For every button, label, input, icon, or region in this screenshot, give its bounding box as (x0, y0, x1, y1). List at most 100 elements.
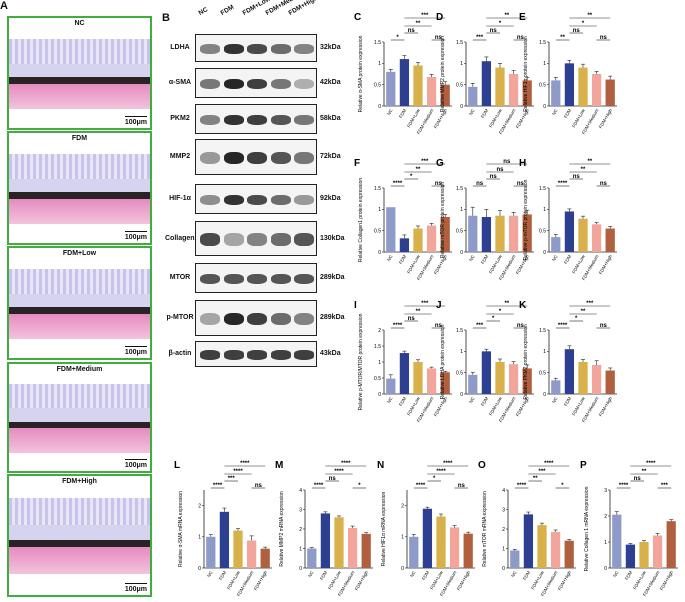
blot-band (270, 151, 291, 165)
y-tick-label: 0 (604, 566, 607, 572)
blot-band (200, 114, 220, 126)
sig-label: ns (573, 28, 581, 34)
x-tick-label: FDM+Low (530, 569, 545, 590)
sig-label: ** (587, 159, 592, 165)
y-tick-label: 2 (198, 503, 201, 509)
x-tick-label: FDM+Low (327, 569, 342, 590)
x-tick-label: FDM (624, 570, 633, 581)
y-tick-label: 3 (604, 488, 607, 494)
x-tick-label: FDM+Low (632, 569, 647, 590)
protein-name: p-MTOR (166, 314, 194, 321)
bar (591, 74, 602, 106)
sig-label: * (433, 476, 436, 482)
panel-label: L (174, 460, 180, 471)
y-tick-label: 0 (198, 566, 201, 572)
choroid-layer (9, 307, 150, 315)
blot-band (294, 233, 314, 246)
y-axis-label: Relative HIF1α mRNA expression (381, 491, 387, 566)
blot-strip (195, 34, 317, 62)
sig-label: **** (646, 461, 656, 467)
sig-label: * (499, 21, 502, 27)
y-tick-label: 1 (543, 61, 546, 67)
sig-label: ns (490, 28, 498, 34)
x-tick-label: NC (468, 253, 476, 262)
protein-name: LDHA (170, 44, 190, 51)
bar (399, 238, 410, 252)
sig-label: *** (538, 469, 546, 475)
bar (625, 544, 636, 568)
bar (578, 218, 588, 252)
bar (578, 362, 588, 394)
blot-band (294, 194, 314, 206)
x-tick-label: FDM (480, 108, 489, 119)
sig-label: ns (600, 35, 608, 41)
blot-band (200, 273, 220, 285)
x-tick-label: FDM (522, 570, 531, 581)
bar (426, 368, 437, 394)
blot-band (223, 350, 244, 360)
bar (468, 86, 478, 106)
x-tick-label: NC (468, 395, 476, 404)
kda-label: 43kDa (320, 350, 341, 357)
panel-label: G (436, 158, 444, 169)
sig-label: ns (573, 174, 581, 180)
y-tick-label: 0 (378, 104, 381, 110)
sig-label: **** (393, 181, 403, 187)
y-tick-label: 1 (299, 546, 302, 552)
x-tick-label: NC (510, 569, 518, 578)
bar (426, 76, 437, 106)
chart-h: H Relative p-mTOR protein expression 0 0.5 1… (519, 158, 617, 281)
y-tick-label: 1 (378, 61, 381, 67)
blot-band (247, 44, 267, 54)
y-tick-label: 0.5 (456, 370, 463, 376)
x-tick-label: NC (386, 253, 394, 262)
sig-label: *** (661, 483, 669, 489)
sig-label: **** (341, 461, 351, 467)
bar (233, 530, 243, 568)
blot-band (247, 350, 267, 360)
y-tick-label: 0.5 (539, 228, 546, 234)
x-tick-label: NC (206, 569, 214, 578)
kda-label: 92kDa (320, 195, 341, 202)
scale-bar (125, 116, 147, 117)
bar (605, 228, 615, 252)
x-tick-label: NC (551, 107, 559, 116)
panel-label: K (519, 300, 527, 311)
sig-label: * (410, 174, 413, 180)
sig-label: ns (517, 35, 525, 41)
y-tick-label: 1.5 (456, 328, 463, 334)
retina-layer (9, 153, 150, 179)
scale-text: 100μm (124, 119, 147, 126)
kda-label: 32kDa (320, 44, 341, 51)
panel-label: P (580, 460, 587, 471)
y-tick-label: 1 (198, 535, 201, 541)
blot-band (294, 114, 314, 126)
x-tick-label: FDM+Low (406, 253, 421, 274)
sig-label: ** (416, 309, 421, 315)
sig-label: ns (490, 174, 498, 180)
histology-panel: FDM+Low 100μm (7, 246, 152, 360)
blot-band (294, 44, 314, 54)
bar (426, 225, 437, 252)
blot-band (247, 78, 267, 90)
inner-layer (9, 63, 150, 78)
sig-label: ns (458, 483, 466, 489)
x-tick-label: FDM (563, 396, 572, 407)
kda-label: 72kDa (320, 153, 341, 160)
bar (468, 374, 478, 394)
x-tick-label: FDM+Low (488, 107, 503, 128)
bar (413, 228, 423, 252)
sig-label: * (561, 483, 564, 489)
bar (551, 380, 561, 394)
y-tick-label: 1 (378, 360, 381, 366)
sig-label: *** (476, 323, 484, 329)
lane-label: FDM (219, 3, 236, 17)
blot-strip (195, 104, 317, 134)
blot-band (294, 350, 314, 360)
blot-band (270, 273, 291, 285)
y-axis-label: Relative MMP2 mRNA expression (279, 491, 285, 567)
y-tick-label: 1 (460, 349, 463, 355)
sclera-layer (9, 199, 150, 225)
lane-label: NC (197, 6, 210, 17)
